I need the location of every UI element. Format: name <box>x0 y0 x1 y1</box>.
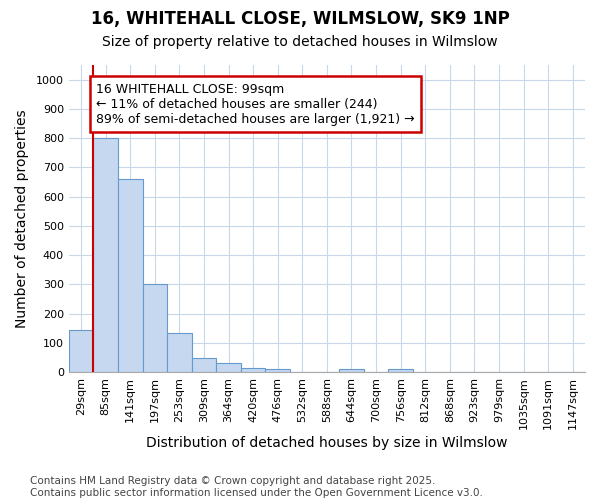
Text: 16 WHITEHALL CLOSE: 99sqm
← 11% of detached houses are smaller (244)
89% of semi: 16 WHITEHALL CLOSE: 99sqm ← 11% of detac… <box>96 82 415 126</box>
Text: Contains HM Land Registry data © Crown copyright and database right 2025.
Contai: Contains HM Land Registry data © Crown c… <box>30 476 483 498</box>
Bar <box>143 284 167 372</box>
Bar <box>118 179 143 372</box>
Bar <box>167 332 192 372</box>
Bar <box>388 370 413 372</box>
Bar <box>192 358 216 372</box>
Bar <box>241 368 265 372</box>
Bar <box>265 370 290 372</box>
Y-axis label: Number of detached properties: Number of detached properties <box>15 110 29 328</box>
Bar <box>216 364 241 372</box>
Bar <box>339 370 364 372</box>
Text: 16, WHITEHALL CLOSE, WILMSLOW, SK9 1NP: 16, WHITEHALL CLOSE, WILMSLOW, SK9 1NP <box>91 10 509 28</box>
Text: Size of property relative to detached houses in Wilmslow: Size of property relative to detached ho… <box>102 35 498 49</box>
Bar <box>69 330 94 372</box>
Bar <box>94 138 118 372</box>
X-axis label: Distribution of detached houses by size in Wilmslow: Distribution of detached houses by size … <box>146 436 508 450</box>
